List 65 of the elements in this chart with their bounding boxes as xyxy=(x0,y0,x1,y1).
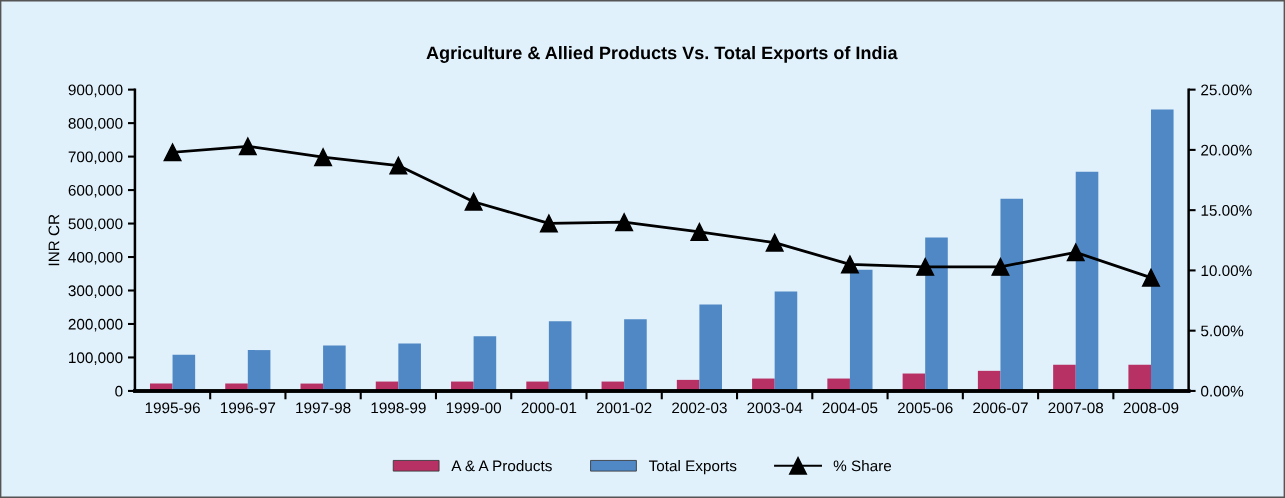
point xyxy=(238,137,257,156)
x-tick-label: 2004-05 xyxy=(822,402,878,414)
y-tick-label: 500,000 xyxy=(68,218,123,232)
x-tick-label: 1996-97 xyxy=(220,402,276,414)
x-tick-label: 2005-06 xyxy=(897,402,953,414)
y-tick-label: 100,000 xyxy=(69,352,123,365)
point xyxy=(765,233,784,252)
point xyxy=(690,222,709,241)
y-tick-label: 400,000 xyxy=(68,251,123,265)
bar xyxy=(1000,198,1024,391)
legend-label: A & A Products xyxy=(451,460,552,472)
y2-tick-label: 20.00% xyxy=(1201,144,1252,156)
legend-label: Total Exports xyxy=(648,460,737,475)
bar xyxy=(774,291,798,391)
y-tick-label: 200,000 xyxy=(68,318,123,332)
y-tick-label: 800,000 xyxy=(68,117,123,131)
y2-tick-label: 25.00% xyxy=(1201,84,1252,96)
y-tick-label: 900,000 xyxy=(68,84,123,98)
point xyxy=(314,148,333,167)
x-tick-label: 1998-99 xyxy=(371,402,426,414)
bar xyxy=(323,345,346,391)
bar xyxy=(925,237,948,391)
x-tick-label: 2008-09 xyxy=(1123,402,1179,414)
y-tick-label: 600,000 xyxy=(68,184,123,198)
x-tick-label: 2006-07 xyxy=(973,402,1028,414)
x-tick-label: 2003-04 xyxy=(747,402,803,414)
x-tick-label: 1997-98 xyxy=(296,402,351,414)
point xyxy=(464,192,483,211)
bar xyxy=(398,343,421,391)
x-tick-label: 2002-03 xyxy=(672,402,727,414)
x-tick-label: 1999-00 xyxy=(446,402,502,414)
bar xyxy=(1053,364,1076,391)
y-axis-title: INR CR xyxy=(48,214,60,266)
point xyxy=(840,255,859,274)
x-tick-label: 2007-08 xyxy=(1048,402,1104,414)
y2-tick-label: 10.00% xyxy=(1201,265,1252,277)
bar xyxy=(548,321,572,391)
y2-tick-label: 5.00% xyxy=(1201,325,1244,337)
legend-label: % Share xyxy=(833,460,892,472)
bar xyxy=(624,319,647,391)
y2-tick-label: 0.00% xyxy=(1201,385,1244,397)
chart-title: Agriculture & Allied Products Vs. Total Exports of India xyxy=(426,46,898,63)
bar xyxy=(1128,364,1151,391)
bar xyxy=(172,354,196,391)
bar xyxy=(247,350,271,391)
point xyxy=(991,257,1010,276)
x-tick-label: 2000-01 xyxy=(521,402,577,414)
x-tick-label: 2001-02 xyxy=(596,402,652,414)
y-tick-label: 300,000 xyxy=(68,285,123,298)
bar xyxy=(849,269,873,391)
point xyxy=(539,214,558,233)
x-tick-label: 1995-96 xyxy=(145,402,200,414)
bar xyxy=(473,336,497,391)
bar xyxy=(699,304,722,391)
y-tick-label: 0 xyxy=(115,385,123,397)
point xyxy=(916,257,935,276)
y-tick-label: 700,000 xyxy=(68,151,123,165)
point xyxy=(1066,243,1085,262)
point xyxy=(163,143,182,162)
bar xyxy=(1150,109,1174,391)
point xyxy=(1141,268,1161,287)
bar xyxy=(1075,171,1099,391)
y2-tick-label: 15.00% xyxy=(1201,205,1252,216)
point xyxy=(389,156,408,175)
point xyxy=(615,213,634,232)
